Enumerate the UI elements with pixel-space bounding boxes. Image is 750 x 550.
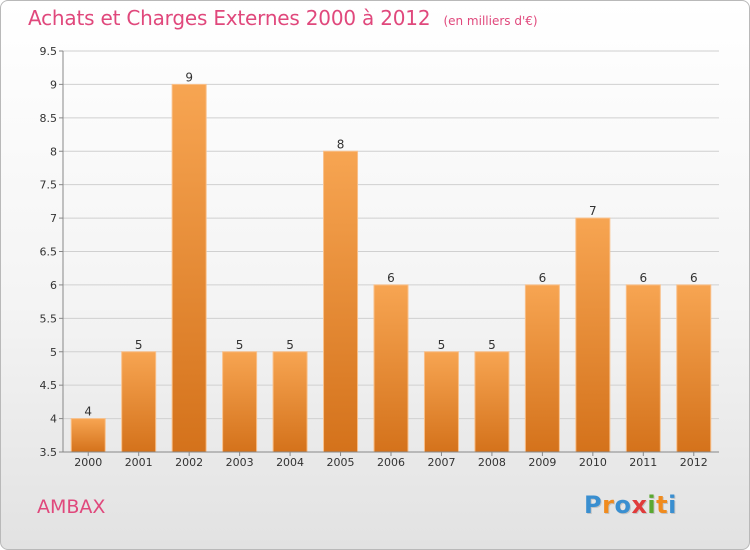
y-tick-label: 8 — [50, 145, 57, 158]
logo-letter: x — [631, 491, 648, 519]
bar — [676, 284, 712, 453]
x-tick-label: 2002 — [175, 456, 203, 469]
data-label: 5 — [488, 338, 496, 352]
x-tick-label: 2008 — [478, 456, 506, 469]
bar — [474, 351, 510, 453]
logo-letter: i — [647, 491, 657, 519]
x-tick-label: 2000 — [74, 456, 102, 469]
data-label: 6 — [690, 271, 698, 285]
labels: 3.5 4 4.5 5 5.5 6 6.5 7 7.5 8 8.5 9 9.5 4 2000 5 2001 9 20… — [40, 45, 708, 469]
logo-letter: i — [668, 491, 677, 519]
y-tick-label: 7.5 — [40, 179, 58, 192]
logo-letter: t — [656, 491, 669, 519]
data-label: 5 — [135, 338, 143, 352]
bar — [70, 418, 106, 453]
title-row: Achats et Charges Externes 2000 à 2012 (… — [28, 6, 538, 30]
data-label: 7 — [589, 204, 597, 218]
proxiti-logo: Proxiti — [584, 491, 677, 519]
chart-subtitle: (en milliers d'€) — [443, 14, 538, 28]
bar — [423, 351, 459, 453]
logo-letter: r — [602, 491, 615, 519]
data-label: 4 — [84, 405, 92, 419]
bar — [121, 351, 157, 453]
x-tick-label: 2001 — [125, 456, 153, 469]
y-tick-label: 7 — [50, 212, 57, 225]
data-label: 6 — [387, 271, 395, 285]
data-label: 5 — [286, 338, 294, 352]
logo-letter: P — [584, 491, 603, 519]
bar — [171, 83, 207, 453]
axes — [59, 50, 719, 456]
y-tick-label: 4.5 — [40, 379, 58, 392]
x-tick-label: 2005 — [327, 456, 355, 469]
data-label: 6 — [539, 271, 547, 285]
data-label: 6 — [639, 271, 647, 285]
y-tick-label: 8.5 — [40, 112, 58, 125]
y-tick-label: 5 — [50, 346, 57, 359]
bar — [323, 150, 359, 453]
bar — [524, 284, 560, 453]
y-tick-label: 6.5 — [40, 246, 58, 259]
data-label: 5 — [236, 338, 244, 352]
bars — [70, 83, 712, 453]
x-tick-label: 2003 — [226, 456, 254, 469]
x-tick-label: 2006 — [377, 456, 405, 469]
chart-title: Achats et Charges Externes 2000 à 2012 — [28, 6, 431, 30]
y-tick-label: 6 — [50, 279, 57, 292]
x-tick-label: 2012 — [680, 456, 708, 469]
logo-letter: o — [614, 491, 632, 519]
x-tick-label: 2010 — [579, 456, 607, 469]
bar — [373, 284, 409, 453]
data-label: 9 — [185, 70, 193, 84]
bar — [625, 284, 661, 453]
y-tick-label: 5.5 — [40, 312, 58, 325]
data-label: 8 — [337, 137, 345, 151]
data-label: 5 — [438, 338, 446, 352]
y-tick-label: 4 — [50, 413, 57, 426]
bar — [222, 351, 258, 453]
commune-name: AMBAX — [37, 496, 106, 518]
y-tick-label: 9.5 — [40, 45, 58, 58]
bar — [272, 351, 308, 453]
y-tick-label: 9 — [50, 78, 57, 91]
y-tick-label: 3.5 — [40, 446, 58, 459]
bar — [575, 217, 611, 453]
x-tick-label: 2004 — [276, 456, 304, 469]
x-tick-label: 2009 — [528, 456, 556, 469]
x-tick-label: 2007 — [427, 456, 455, 469]
x-tick-label: 2011 — [629, 456, 657, 469]
